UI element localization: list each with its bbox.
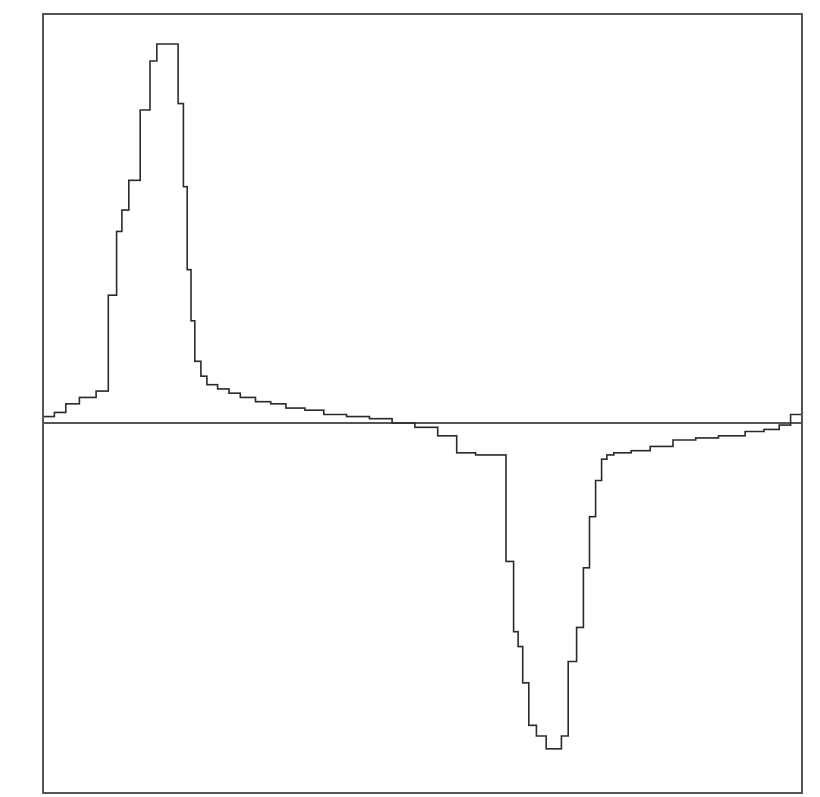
plot-area [43, 43, 803, 750]
series-line-0 [43, 43, 803, 750]
plot-frame [42, 13, 803, 794]
